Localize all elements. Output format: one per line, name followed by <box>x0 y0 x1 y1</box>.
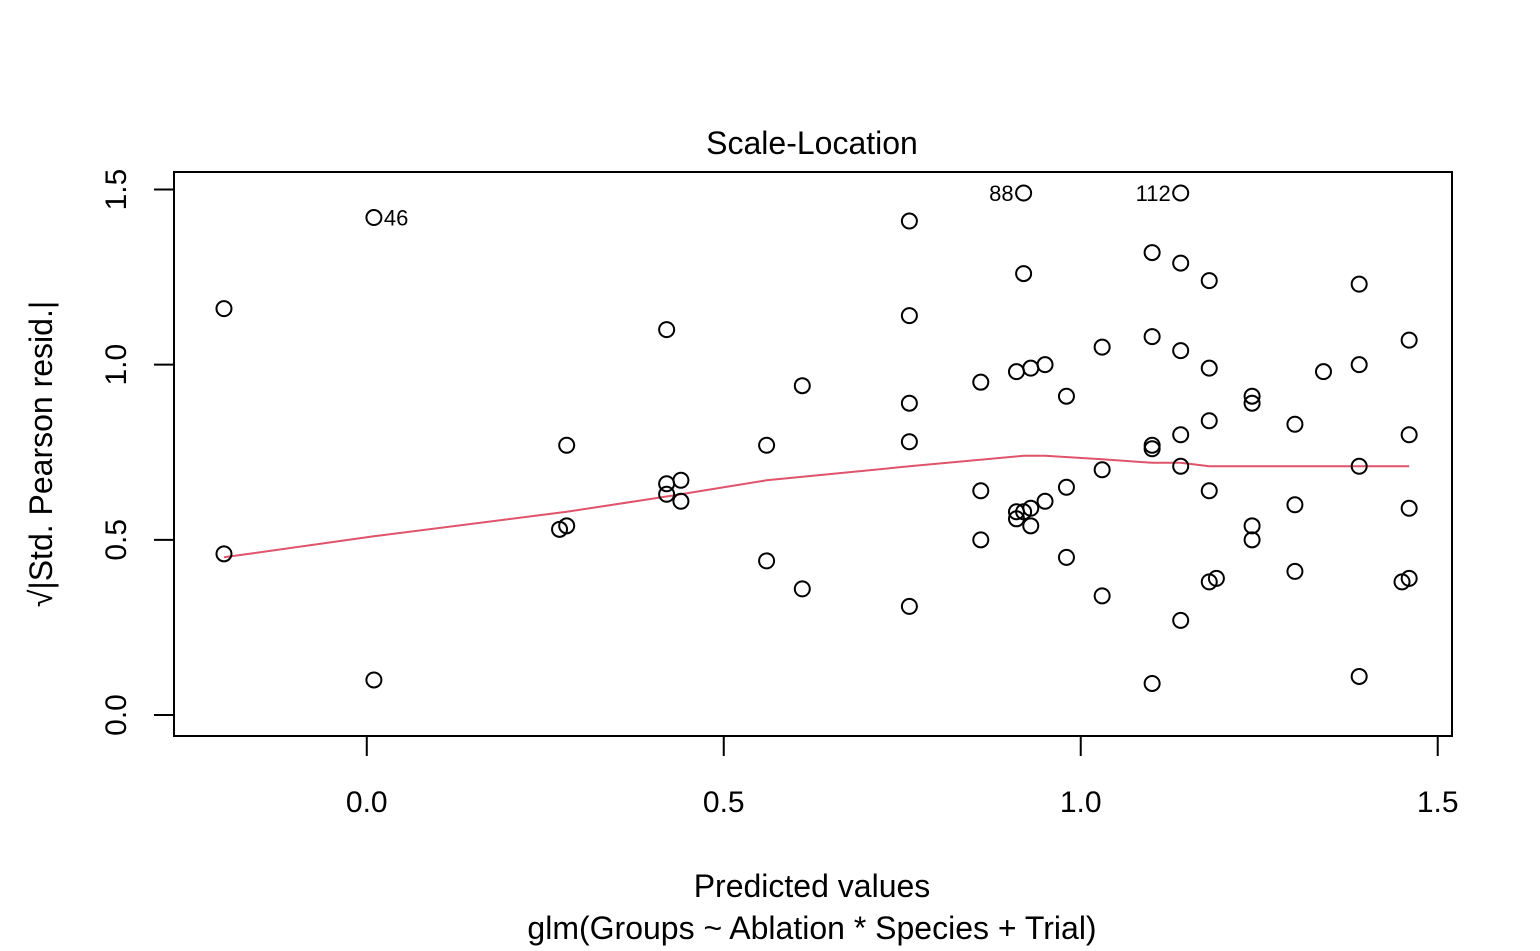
data-point <box>215 300 233 318</box>
data-point <box>1393 573 1411 591</box>
data-point <box>972 373 990 391</box>
x-tick-label: 0.5 <box>703 786 745 819</box>
data-point <box>972 531 990 549</box>
x-axis-label: Predicted values <box>694 868 931 904</box>
data-point <box>558 517 576 535</box>
data-point <box>1172 457 1190 475</box>
data-point <box>1200 272 1218 290</box>
data-point <box>972 482 990 500</box>
smooth-line <box>223 454 1410 559</box>
data-point <box>1172 342 1190 360</box>
data-point <box>1057 478 1075 496</box>
data-point <box>215 545 233 563</box>
data-point <box>1022 499 1040 517</box>
data-point <box>1200 359 1218 377</box>
chart-subtitle: glm(Groups ~ Ablation * Species + Trial) <box>527 910 1096 946</box>
data-point <box>1400 426 1418 444</box>
data-point <box>900 597 918 615</box>
data-point <box>365 671 383 689</box>
data-point <box>900 394 918 412</box>
data-point <box>1200 482 1218 500</box>
data-point <box>658 321 676 339</box>
y-tick-label: 0.0 <box>100 694 133 736</box>
data-point <box>1200 412 1218 430</box>
x-tick-label: 0.0 <box>346 786 388 819</box>
data-point <box>1286 496 1304 514</box>
point-label: 46 <box>384 206 408 231</box>
data-points: 46 88 112 <box>215 181 1418 692</box>
data-point <box>758 552 776 570</box>
data-point <box>793 377 811 395</box>
y-axis: 0.0 0.5 1.0 1.5 <box>100 169 175 736</box>
data-point <box>1143 440 1161 458</box>
data-point <box>900 307 918 325</box>
data-point <box>1207 569 1225 587</box>
data-point <box>1314 363 1332 381</box>
smooth-line-group <box>223 454 1410 559</box>
data-point <box>1057 387 1075 405</box>
point-label: 112 <box>1136 181 1171 206</box>
data-point <box>1350 275 1368 293</box>
data-point <box>1286 415 1304 433</box>
y-tick-label: 1.5 <box>100 169 133 211</box>
data-point <box>1400 331 1418 349</box>
data-point <box>1093 587 1111 605</box>
data-point <box>1172 184 1190 202</box>
data-point <box>1143 244 1161 262</box>
data-point <box>1036 492 1054 510</box>
data-point <box>758 436 776 454</box>
data-point <box>793 580 811 598</box>
x-axis: 0.0 0.5 1.0 1.5 <box>346 735 1459 819</box>
data-point <box>1286 562 1304 580</box>
data-point <box>658 485 676 503</box>
data-point <box>1350 667 1368 685</box>
point-label: 88 <box>989 181 1013 206</box>
data-point <box>900 433 918 451</box>
data-point <box>365 209 383 227</box>
y-tick-label: 0.5 <box>100 519 133 561</box>
data-point <box>1400 499 1418 517</box>
x-tick-label: 1.0 <box>1060 786 1102 819</box>
data-point <box>672 492 690 510</box>
data-point <box>1243 531 1261 549</box>
y-axis-label: √|Std. Pearson resid.| <box>23 301 59 607</box>
data-point <box>1350 356 1368 374</box>
chart-title: Scale-Location <box>706 125 918 161</box>
x-tick-label: 1.5 <box>1417 786 1459 819</box>
data-point <box>558 436 576 454</box>
data-point <box>1172 611 1190 629</box>
data-point <box>900 212 918 230</box>
data-point <box>1143 674 1161 692</box>
data-point <box>1015 184 1033 202</box>
data-point <box>1243 394 1261 412</box>
data-point <box>1057 548 1075 566</box>
data-point <box>1015 265 1033 283</box>
data-point <box>1172 426 1190 444</box>
data-point <box>1350 457 1368 475</box>
data-point <box>1172 254 1190 272</box>
data-point <box>672 471 690 489</box>
data-point <box>1093 461 1111 479</box>
data-point <box>1243 387 1261 405</box>
data-point <box>1093 338 1111 356</box>
y-tick-label: 1.0 <box>100 344 133 386</box>
data-point <box>1143 328 1161 346</box>
data-point <box>1036 356 1054 374</box>
data-point <box>1022 517 1040 535</box>
